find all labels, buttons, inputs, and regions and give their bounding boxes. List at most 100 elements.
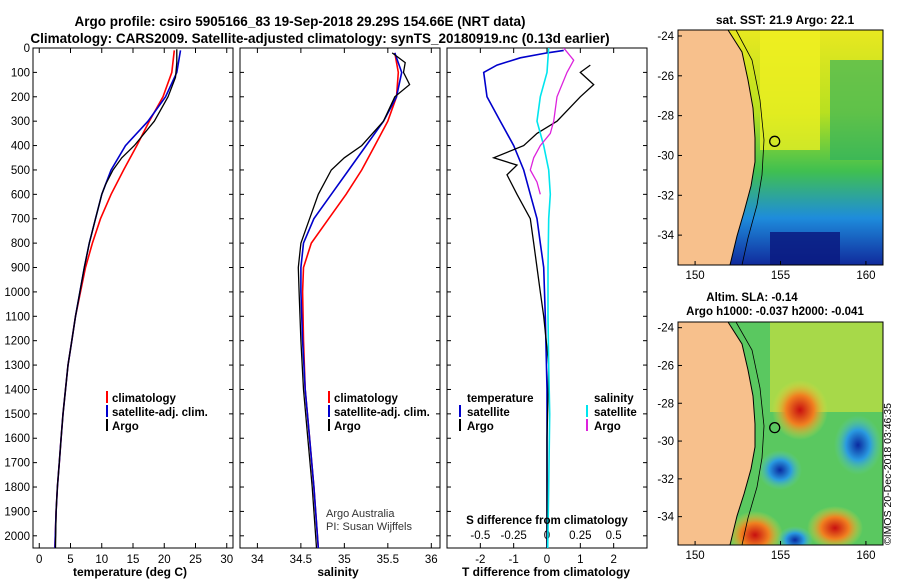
depth-tick-label: 1900: [4, 506, 30, 518]
sla-map-image: [678, 322, 883, 545]
depth-tick-label: 1000: [4, 287, 30, 299]
series-line-salinity-argo: [529, 48, 575, 195]
map-x-tick-label: 155: [771, 550, 790, 562]
depth-tick-label: 800: [11, 238, 30, 250]
difference-legend-temperature: temperature satellite Argo: [459, 393, 533, 433]
x-tick-label: 34: [251, 554, 264, 566]
imos-watermark: ©IMOS 20-Dec-2018 03:46:35: [882, 403, 894, 545]
legend-label-satellite: satellite-adj. clim.: [334, 407, 430, 419]
x-tick-label: 36: [425, 554, 438, 566]
map-y-tick-label: -24: [657, 323, 674, 335]
map-x-tick-label: 160: [856, 270, 875, 282]
x-tick-label: 20: [158, 554, 171, 566]
sst-map-ticks: 150 155 160 -24 -26 -28 -30 -32 -34: [657, 31, 875, 282]
legend-label-climatology: climatology: [112, 393, 177, 405]
legend-label-temp-argo: Argo: [467, 421, 494, 433]
x-tick-label: 35.5: [377, 554, 399, 566]
x-tick-label: 34.5: [290, 554, 312, 566]
x-tick-label: 30: [220, 554, 233, 566]
map-y-tick-label: -28: [657, 111, 674, 123]
sst-cool-patch: [830, 60, 883, 160]
depth-tick-label: 1400: [4, 384, 30, 396]
sla-map-title-2: Argo h1000: -0.037 h2000: -0.041: [686, 306, 864, 318]
x-tick-label: -1: [509, 554, 519, 566]
sla-argo-position-marker: [769, 421, 781, 434]
x-tick-label: 35: [338, 554, 351, 566]
series-line-argo: [54, 49, 178, 548]
sla-low-anomaly-2: [834, 415, 882, 475]
sst-warm-patch: [760, 30, 820, 150]
sst-map-image: [678, 30, 883, 265]
depth-tick-label: 1100: [5, 311, 30, 323]
top-x-tick-label: -0.5: [470, 530, 490, 542]
map-y-tick-label: -30: [657, 436, 674, 448]
x-tick-label: -2: [475, 554, 485, 566]
legend-label-climatology: climatology: [334, 393, 399, 405]
map-y-tick-label: -26: [657, 360, 674, 372]
x-tick-label: 25: [189, 554, 202, 566]
sla-high-anomaly-1: [772, 380, 828, 440]
top-x-tick-label: -0.25: [501, 530, 527, 542]
temperature-plot-frame: [32, 47, 234, 549]
top-x-tick-label: 0.5: [606, 530, 622, 542]
map-x-tick-label: 155: [771, 270, 790, 282]
temperature-panel: 0 5 10 15 20 25 30 0 100 200 300 400 500 600 700 800 90…: [4, 43, 234, 579]
series-line-temperature-argo: [491, 64, 595, 548]
map-y-tick-label: -32: [657, 190, 674, 202]
salinity-x-ticks: 34 34.5 35 35.5 36: [240, 47, 440, 566]
legend-label-satellite: satellite-adj. clim.: [112, 407, 208, 419]
sla-low-anomaly-1: [758, 450, 802, 490]
depth-tick-label: 1600: [4, 433, 30, 445]
depth-tick-label: 200: [11, 92, 30, 104]
depth-tick-label: 900: [11, 263, 30, 275]
depth-tick-label: 1700: [4, 458, 30, 470]
sla-high-anomaly-2: [727, 511, 783, 545]
legend-title-salinity: salinity: [594, 393, 634, 405]
x-tick-label: 10: [95, 554, 108, 566]
credit-line-1: Argo Australia: [326, 508, 395, 520]
legend-label-argo: Argo: [334, 421, 361, 433]
temperature-x-label: temperature (deg C): [73, 565, 187, 579]
temperature-series: [54, 49, 182, 548]
credit-line-2: PI: Susan Wijffels: [326, 521, 412, 533]
salinity-x-label: salinity: [317, 565, 359, 579]
legend-label-sal-satellite: satellite: [594, 407, 637, 419]
legend-label-temp-satellite: satellite: [467, 407, 510, 419]
depth-tick-label: 500: [11, 165, 30, 177]
salinity-plot-frame: [239, 47, 441, 549]
sla-low-anomaly-3: [777, 526, 813, 545]
map-x-tick-label: 150: [685, 550, 704, 562]
x-tick-label: 1: [577, 554, 583, 566]
difference-x-ticks: -2 -1 0 1 2-0.5 -0.25 0 0.25 0.5: [447, 47, 647, 566]
sst-land: [678, 30, 756, 265]
map-y-tick-label: -24: [657, 31, 674, 43]
map-y-tick-label: -30: [657, 150, 674, 162]
depth-tick-label: 1800: [4, 482, 30, 494]
x-tick-label: 5: [67, 554, 73, 566]
temperature-legend: climatology satellite-adj. clim. Argo: [106, 391, 208, 433]
sla-land: [678, 322, 756, 545]
sla-high-anomaly-3: [807, 506, 863, 545]
legend-title-temperature: temperature: [467, 393, 533, 405]
sla-shelf-contour: [735, 322, 765, 545]
depth-tick-label: 100: [11, 67, 30, 79]
series-line-temperature-satellite: [482, 49, 564, 548]
x-tick-label: 15: [127, 554, 140, 566]
salinity-series: [297, 52, 411, 548]
depth-axis-ticks: 0 100 200 300 400 500 600 700 800 900 1000 1100 1200…: [4, 43, 30, 543]
sst-map-panel: sat. SST: 21.9 Argo: 22.1 150 155 160 -24 -2…: [657, 13, 884, 282]
depth-tick-label: 1200: [4, 336, 30, 348]
sla-map-ticks: 150 155 160 -24 -26 -28 -30 -32 -34: [657, 323, 875, 562]
title-line-1: Argo profile: csiro 5905166_83 19-Sep-20…: [75, 14, 526, 29]
top-x-tick-label: 0.25: [569, 530, 591, 542]
map-y-tick-label: -28: [657, 398, 674, 410]
sla-map-panel: Altim. SLA: -0.14 Argo h1000: -0.037 h20…: [657, 292, 884, 562]
difference-top-label: S difference from climatology: [466, 515, 628, 527]
depth-tick-label: 2000: [4, 531, 30, 543]
x-tick-label: 0: [36, 554, 42, 566]
sst-map-title: sat. SST: 21.9 Argo: 22.1: [716, 13, 855, 27]
sst-argo-position-marker: [769, 135, 781, 147]
map-y-tick-label: -34: [657, 230, 674, 242]
legend-label-argo: Argo: [112, 421, 139, 433]
